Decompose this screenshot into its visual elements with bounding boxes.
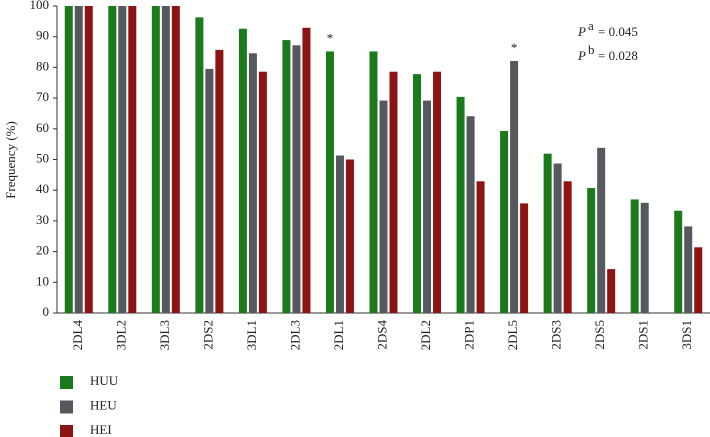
bar <box>500 130 509 313</box>
bar <box>195 17 204 313</box>
bar <box>369 51 378 313</box>
x-tick-label: 2DS2 <box>200 320 215 350</box>
bar <box>171 6 180 313</box>
bar <box>563 181 572 313</box>
y-tick-label: 20 <box>36 243 49 258</box>
bar <box>510 60 519 313</box>
bar <box>151 6 160 313</box>
x-tick-label: 2DL5 <box>505 320 520 350</box>
bar <box>282 40 291 314</box>
x-tick-label: 2DS5 <box>592 320 607 350</box>
bar <box>64 6 73 313</box>
bar <box>74 6 83 313</box>
y-tick-label: 30 <box>36 212 49 227</box>
bar <box>205 68 214 313</box>
bar <box>694 247 703 313</box>
bar <box>379 100 388 313</box>
y-tick-label: 0 <box>43 304 50 319</box>
p-symbol: P <box>577 24 586 39</box>
bar <box>466 116 475 313</box>
bar <box>433 71 442 313</box>
bar <box>543 153 552 313</box>
bar <box>292 45 301 314</box>
y-tick-label: 100 <box>30 0 50 12</box>
bar <box>597 147 606 313</box>
bar <box>118 6 127 313</box>
bar <box>476 181 485 313</box>
bar <box>335 155 344 313</box>
bar <box>325 51 334 313</box>
bar <box>423 100 432 313</box>
bar <box>674 210 683 313</box>
bar <box>389 71 398 313</box>
x-tick-label: 3DL3 <box>157 320 172 350</box>
p-value: = 0.028 <box>598 48 638 63</box>
bar <box>345 159 354 313</box>
legend-swatch <box>60 376 73 389</box>
y-tick-label: 80 <box>36 58 49 73</box>
x-tick-label: 2DL3 <box>287 320 302 350</box>
bar <box>607 269 616 313</box>
x-tick-label: 2DL1 <box>331 320 346 350</box>
significance-star: * <box>327 30 334 45</box>
y-tick-label: 10 <box>36 273 49 288</box>
bar <box>684 226 693 313</box>
bar <box>413 74 422 314</box>
x-tick-label: 3DL1 <box>244 320 259 350</box>
y-tick-label: 40 <box>36 181 49 196</box>
x-tick-label: 2DP1 <box>462 320 477 350</box>
x-tick-label: 2DS3 <box>549 320 564 350</box>
legend-label: HEU <box>90 397 117 412</box>
x-tick-label: 3DS1 <box>679 320 694 350</box>
y-tick-label: 70 <box>36 89 49 104</box>
bar <box>84 6 93 313</box>
bar <box>587 188 596 313</box>
x-tick-label: 2DL2 <box>418 320 433 350</box>
bar <box>520 203 529 313</box>
x-tick-label: 3DL2 <box>113 320 128 350</box>
bar <box>215 49 224 313</box>
bar <box>553 163 562 313</box>
significance-star: * <box>511 40 518 55</box>
y-axis-label: Frequency (%) <box>3 121 18 199</box>
x-tick-label: 2DL4 <box>70 320 85 351</box>
y-tick-label: 60 <box>36 120 49 135</box>
bar <box>248 53 257 313</box>
bar <box>238 28 247 314</box>
legend-label: HEI <box>90 422 112 437</box>
bar <box>640 202 649 313</box>
bar <box>161 6 170 313</box>
bar <box>108 6 117 313</box>
y-tick-label: 90 <box>36 28 49 43</box>
bar <box>302 27 311 314</box>
p-value: = 0.045 <box>598 24 638 39</box>
legend-swatch <box>60 425 73 437</box>
bar <box>630 199 639 313</box>
x-tick-label: 2DS4 <box>374 320 389 350</box>
bar <box>456 96 465 313</box>
y-tick-label: 50 <box>36 150 49 165</box>
legend-label: HUU <box>90 373 119 388</box>
bar <box>128 6 137 313</box>
p-symbol: P <box>577 48 586 63</box>
p-superscript: b <box>588 42 595 57</box>
legend-swatch <box>60 400 73 414</box>
bar <box>258 71 267 313</box>
x-tick-label: 2DS1 <box>636 320 651 350</box>
p-superscript: a <box>588 18 594 33</box>
